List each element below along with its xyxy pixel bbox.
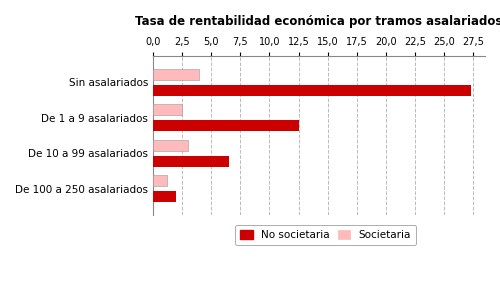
Bar xyxy=(153,120,298,131)
Bar xyxy=(153,140,188,151)
Legend: No societaria, Societaria: No societaria, Societaria xyxy=(235,225,416,245)
Bar xyxy=(153,104,182,115)
Bar xyxy=(153,69,200,80)
Bar xyxy=(153,85,471,95)
Title: Tasa de rentabilidad económica por tramos asalariados: Tasa de rentabilidad económica por tramo… xyxy=(135,15,500,28)
Bar xyxy=(153,191,176,202)
Bar xyxy=(153,176,167,186)
Bar xyxy=(153,156,228,166)
